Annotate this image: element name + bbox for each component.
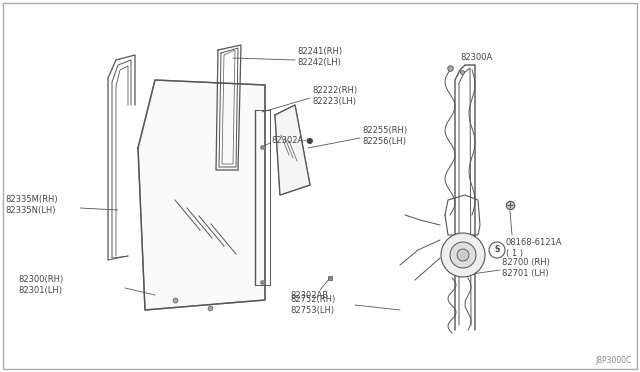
Text: 82752(RH)
82753(LH): 82752(RH) 82753(LH) xyxy=(290,295,335,315)
Circle shape xyxy=(457,249,469,261)
Circle shape xyxy=(489,242,505,258)
Text: 82300A: 82300A xyxy=(460,54,492,62)
Text: 08168-6121A
( 1 ): 08168-6121A ( 1 ) xyxy=(506,238,563,258)
Polygon shape xyxy=(138,80,265,310)
Text: 82300(RH)
82301(LH): 82300(RH) 82301(LH) xyxy=(18,275,63,295)
Text: J8P3000C: J8P3000C xyxy=(596,356,632,365)
Text: 82302AB: 82302AB xyxy=(290,291,328,299)
Circle shape xyxy=(441,233,485,277)
Text: 82335M(RH)
82335N(LH): 82335M(RH) 82335N(LH) xyxy=(5,195,58,215)
Text: 82302A-●: 82302A-● xyxy=(271,135,314,144)
Text: 82255(RH)
82256(LH): 82255(RH) 82256(LH) xyxy=(362,126,407,146)
Text: 82222(RH)
82223(LH): 82222(RH) 82223(LH) xyxy=(312,86,357,106)
Text: 82700 (RH)
82701 (LH): 82700 (RH) 82701 (LH) xyxy=(502,258,550,278)
Circle shape xyxy=(450,242,476,268)
Text: S: S xyxy=(494,246,500,254)
Text: 82241(RH)
82242(LH): 82241(RH) 82242(LH) xyxy=(297,47,342,67)
Polygon shape xyxy=(275,105,310,195)
